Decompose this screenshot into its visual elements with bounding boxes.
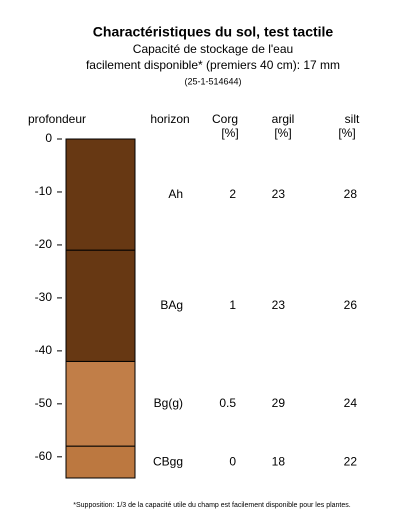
horizon-label: Ah <box>168 187 183 201</box>
argil-value: 29 <box>272 396 286 410</box>
footnote: *Supposition: 1/3 de la capacité utile d… <box>73 502 351 509</box>
corg-value: 1 <box>229 298 236 312</box>
silt-value: 22 <box>344 454 358 468</box>
y-axis-label: profondeur <box>28 112 86 126</box>
y-tick-label: -30 <box>35 290 53 304</box>
chart-title: Charactéristiques du sol, test tactile <box>93 24 334 40</box>
y-tick-label: 0 <box>45 131 52 145</box>
silt-value: 26 <box>344 298 358 312</box>
horizon-label: BAg <box>160 298 183 312</box>
y-tick-label: -60 <box>35 449 53 463</box>
horizon-label: Bg(g) <box>154 396 183 410</box>
corg-value: 0.5 <box>219 396 236 410</box>
y-tick-label: -20 <box>35 237 53 251</box>
soil-layer <box>65 445 136 479</box>
soil-layer <box>65 138 136 251</box>
argil-value: 18 <box>272 454 286 468</box>
y-tick-label: -50 <box>35 396 53 410</box>
column-unit: [%] <box>338 126 355 140</box>
horizon-label: CBgg <box>153 454 183 468</box>
column-header: Corg <box>212 112 238 126</box>
soil-layer <box>65 360 136 447</box>
subtitle: Capacité de stockage de l'eau <box>133 42 293 56</box>
subtitle: facilement disponible* (premiers 40 cm):… <box>86 58 340 72</box>
soil-layer <box>65 249 136 362</box>
corg-value: 2 <box>229 187 236 201</box>
argil-value: 23 <box>272 298 286 312</box>
column-header: silt <box>345 112 360 126</box>
silt-value: 28 <box>344 187 358 201</box>
column-header: horizon <box>150 112 189 126</box>
silt-value: 24 <box>344 396 358 410</box>
column-header: argil <box>272 112 295 126</box>
y-tick-label: -40 <box>35 343 53 357</box>
argil-value: 23 <box>272 187 286 201</box>
column-unit: [%] <box>274 126 291 140</box>
corg-value: 0 <box>229 454 236 468</box>
site-id: (25-1-514644) <box>184 76 241 86</box>
y-tick-label: -10 <box>35 184 53 198</box>
column-unit: [%] <box>221 126 238 140</box>
